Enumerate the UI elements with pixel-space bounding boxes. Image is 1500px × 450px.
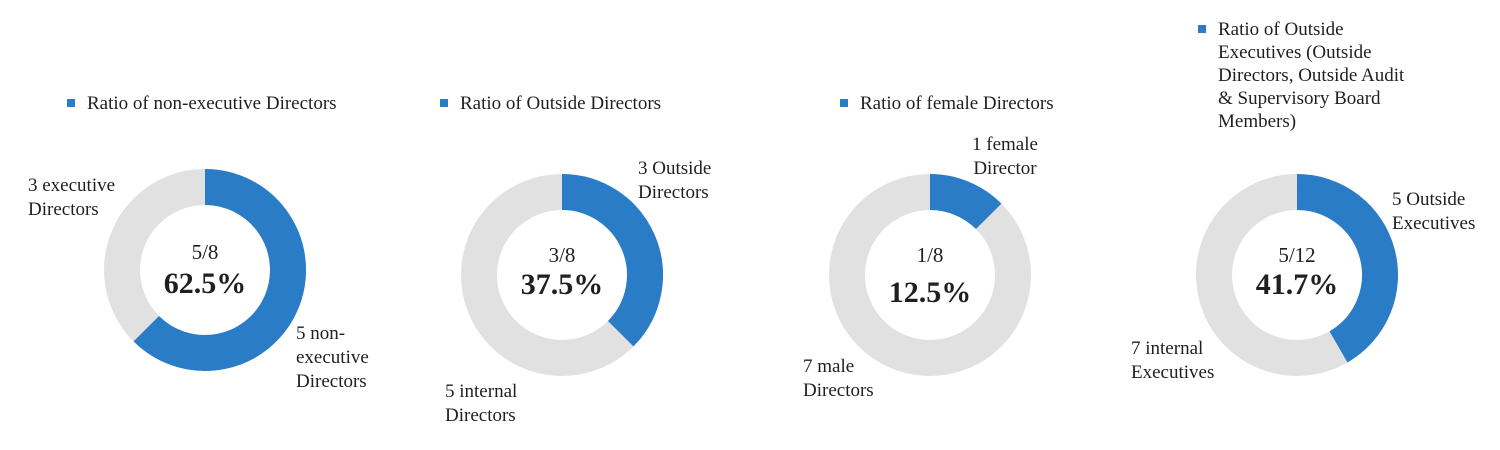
other-label-2: 5 internal Directors [445, 381, 518, 426]
chart-panel-1: Ratio of non-executive Directors 5/8 62.… [0, 0, 375, 450]
legend-2: Ratio of Outside Directors [440, 92, 740, 115]
donut-slice-highlight [929, 174, 1002, 230]
legend-3: Ratio of female Directors [840, 92, 1120, 115]
legend-4: Ratio of Outside Executives (Outside Dir… [1198, 18, 1498, 133]
percent-2: 37.5% [520, 268, 604, 301]
legend-text-2: Ratio of Outside Directors [460, 93, 662, 114]
chart-panel-2: Ratio of Outside Directors 3/8 37.5% 3 O… [375, 0, 750, 450]
legend-swatch-1 [67, 99, 75, 107]
other-label-4: 7 internal Executives [1131, 338, 1215, 383]
donut-chart-3 [829, 174, 1031, 376]
legend-text-1: Ratio of non-executive Directors [87, 93, 337, 114]
fraction-2: 3/8 [548, 243, 576, 267]
percent-1: 62.5% [163, 267, 247, 300]
donut-slice-highlight [1296, 174, 1398, 363]
legend-text-3: Ratio of female Directors [860, 93, 1054, 114]
donut-chart-4 [1196, 174, 1398, 376]
donut-chart-2 [461, 174, 663, 376]
percent-4: 41.7% [1255, 268, 1339, 301]
legend-swatch-3 [840, 99, 848, 107]
donut-slice-highlight [561, 174, 663, 347]
highlight-label-3: 1 female Director [972, 134, 1038, 179]
chart-panel-3: Ratio of female Directors 1/8 12.5% 1 fe… [750, 0, 1125, 450]
legend-swatch-4 [1198, 25, 1206, 33]
fraction-4: 5/12 [1278, 243, 1316, 267]
percent-3: 12.5% [888, 276, 972, 309]
legend-1: Ratio of non-executive Directors [67, 92, 367, 115]
highlight-label-1: 5 non-executive Directors [296, 323, 369, 392]
highlight-label-2: 3 Outside Directors [638, 158, 712, 203]
legend-text-4: Ratio of Outside Executives (Outside Dir… [1218, 19, 1405, 132]
donut-chart-1 [104, 169, 306, 371]
donut-slice-highlight [133, 169, 306, 371]
other-label-3: 7 male Directors [803, 356, 874, 401]
fraction-1: 5/8 [191, 240, 219, 264]
chart-panel-4: Ratio of Outside Executives (Outside Dir… [1125, 0, 1500, 450]
fraction-3: 1/8 [916, 243, 944, 267]
highlight-label-4: 5 Outside Executives [1392, 189, 1476, 234]
other-label-1: 3 executive Directors [28, 175, 116, 220]
legend-swatch-2 [440, 99, 448, 107]
